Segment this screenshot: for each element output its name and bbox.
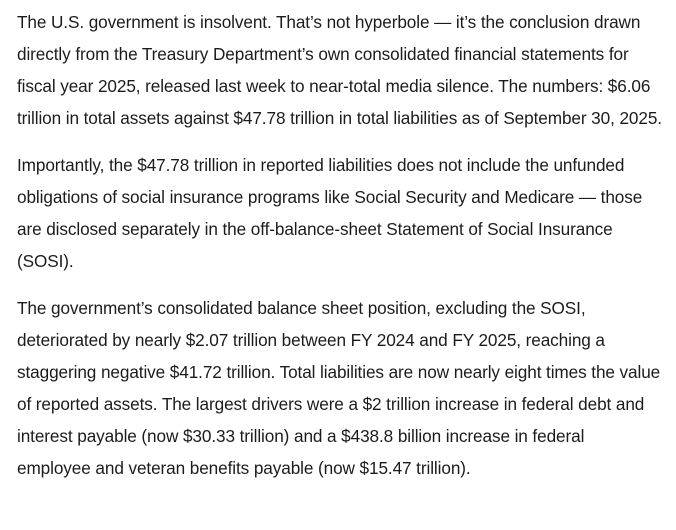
paragraph-insolvency: The U.S. government is insolvent. That’s… — [17, 12, 662, 128]
paragraph-liabilities-exclusion: Importantly, the $47.78 trillion in repo… — [17, 155, 643, 271]
paragraph-balance-sheet: The government’s consolidated balance sh… — [17, 298, 661, 478]
article-body: The U.S. government is insolvent. That’s… — [17, 12, 662, 478]
